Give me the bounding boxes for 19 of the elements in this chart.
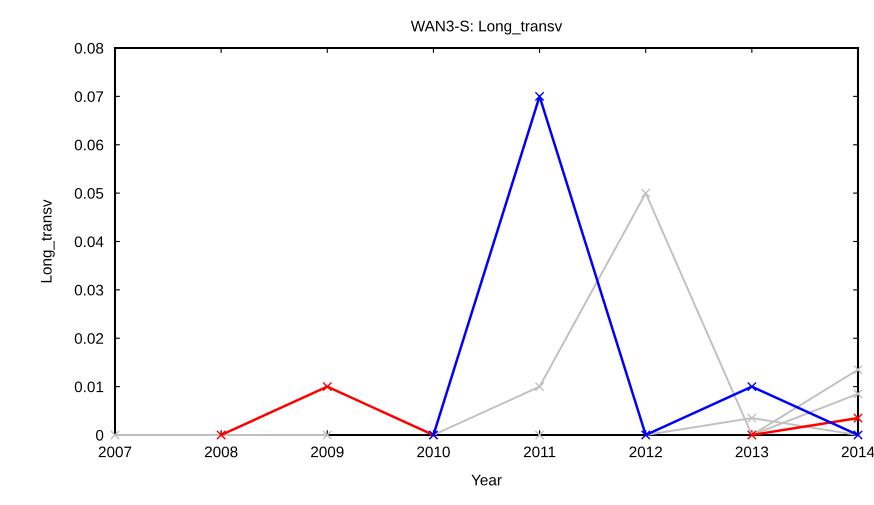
x-tick-label: 2011 [524, 446, 556, 458]
y-tick-label: 0.08 [74, 42, 104, 54]
x-tick-label: 2010 [417, 446, 450, 458]
y-tick-label: 0.06 [74, 140, 104, 150]
y-tick-label: 0.07 [74, 91, 104, 102]
y-tick-label: 0 [96, 430, 104, 441]
x-tick-label: 2008 [204, 446, 238, 458]
x-tick-label: 2009 [311, 446, 344, 458]
y-tick-label: 0.01 [74, 381, 104, 392]
chart-title: WAN3-S: Long_transv [410, 20, 562, 35]
y-axis-title: Long_transv [41, 200, 55, 282]
y-tick-label: 0.03 [74, 284, 104, 296]
y-tick-label: 0.05 [74, 188, 104, 199]
y-tick-label: 0.04 [74, 236, 104, 248]
x-tick-label: 2012 [629, 446, 662, 458]
x-tick-label: 2007 [98, 446, 132, 458]
y-tick-label: 0.02 [74, 333, 104, 344]
x-tick-label: 2013 [736, 446, 768, 458]
x-axis-title: Year [471, 474, 502, 486]
